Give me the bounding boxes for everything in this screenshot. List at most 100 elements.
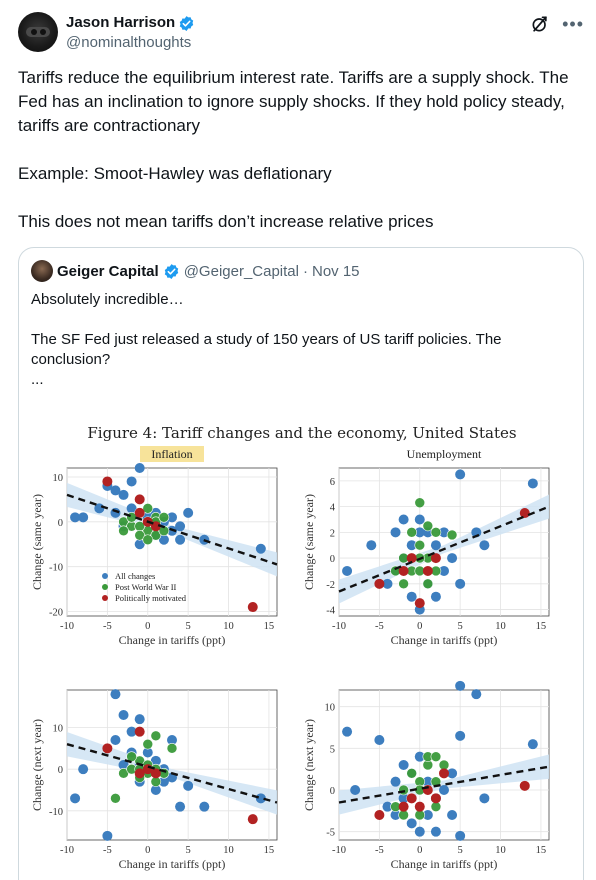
data-point-postwar <box>134 529 145 541</box>
quote-paragraph-3: ... <box>31 371 44 388</box>
y-tick-label: 0 <box>58 518 63 529</box>
x-tick-label: 15 <box>264 845 275 856</box>
data-point-all <box>199 801 210 812</box>
data-point-all <box>439 785 449 795</box>
data-point-all <box>447 553 458 564</box>
figure-title: Figure 4: Tariff changes and the economy… <box>87 424 517 442</box>
x-tick-label: 15 <box>536 845 547 856</box>
data-point-all <box>414 514 425 525</box>
data-point-political <box>150 521 161 532</box>
data-point-postwar <box>422 578 434 590</box>
data-point-political <box>398 565 409 576</box>
data-point-political <box>430 793 441 804</box>
y-axis-label: Change (same year) <box>302 494 316 590</box>
y-tick-label: -10 <box>49 563 63 574</box>
data-point-political <box>102 743 113 754</box>
y-tick-label: 10 <box>53 724 64 735</box>
data-point-all <box>118 489 129 500</box>
x-tick-label: 0 <box>417 845 422 856</box>
data-point-postwar <box>414 539 426 551</box>
data-point-political <box>398 801 409 812</box>
data-point-all <box>158 776 169 787</box>
data-point-all <box>430 826 441 837</box>
data-point-all <box>255 793 266 804</box>
data-point-political <box>247 602 258 613</box>
legend-marker <box>102 584 108 590</box>
data-point-political <box>406 793 417 804</box>
y-tick-label: 2 <box>330 528 335 539</box>
data-point-political <box>430 553 441 564</box>
data-point-all <box>70 512 81 523</box>
x-tick-label: -10 <box>60 621 74 632</box>
data-point-political <box>150 768 161 779</box>
x-tick-label: -10 <box>60 845 74 856</box>
data-point-postwar <box>414 497 426 509</box>
data-point-postwar <box>158 512 170 523</box>
data-point-postwar <box>118 525 129 537</box>
quoted-tweet[interactable]: Geiger Capital @Geiger_Capital · Nov 15 … <box>18 247 584 880</box>
data-point-all <box>430 540 441 551</box>
x-tick-label: 10 <box>495 845 506 856</box>
y-tick-label: -5 <box>326 828 335 839</box>
data-point-all <box>455 578 466 589</box>
legend-marker <box>102 595 108 601</box>
data-point-postwar <box>142 738 154 750</box>
author-handle[interactable]: @nominalthoughts <box>66 34 192 51</box>
y-tick-label: -10 <box>49 807 63 818</box>
data-point-all <box>183 780 194 791</box>
data-point-all <box>455 830 466 841</box>
x-tick-label: -5 <box>103 845 112 856</box>
y-axis-label: Change (next year) <box>302 719 316 811</box>
data-point-postwar <box>406 768 417 779</box>
y-tick-label: 4 <box>330 503 336 514</box>
figure-image[interactable]: Figure 4: Tariff changes and the economy… <box>19 390 583 880</box>
data-point-all <box>390 810 401 820</box>
data-point-all <box>150 785 161 795</box>
y-tick-label: 10 <box>325 703 336 714</box>
y-tick-label: 6 <box>330 477 335 488</box>
x-tick-label: 10 <box>223 621 234 632</box>
data-point-all <box>382 578 393 589</box>
y-tick-label: -2 <box>326 580 335 591</box>
author-names: Jason Harrison @nominalthoughts <box>66 13 195 53</box>
data-point-all <box>110 689 121 700</box>
data-point-all <box>455 469 466 480</box>
y-tick-label: 5 <box>330 744 335 755</box>
panel-title: Unemployment <box>407 447 482 461</box>
author-avatar[interactable] <box>18 12 58 52</box>
x-axis-label: Change in tariffs (ppt) <box>119 633 226 647</box>
data-point-political <box>134 726 145 737</box>
data-point-all <box>479 540 490 551</box>
legend-label: Politically motivated <box>115 593 187 603</box>
tweet-paragraph-1: Tariffs reduce the equilibrium interest … <box>18 68 569 135</box>
x-tick-label: 0 <box>417 621 422 632</box>
data-point-political <box>102 476 113 487</box>
data-point-all <box>414 527 425 538</box>
data-point-all <box>406 540 417 551</box>
more-icon[interactable]: ••• <box>562 14 584 34</box>
data-point-all <box>527 739 538 750</box>
data-point-all <box>175 801 186 812</box>
data-point-political <box>414 598 425 609</box>
quote-author-handle: @Geiger_Capital <box>183 262 299 280</box>
data-point-all <box>126 476 137 487</box>
fit-line <box>66 493 278 566</box>
verified-badge-icon <box>179 15 194 31</box>
data-point-all <box>134 463 145 473</box>
data-point-political <box>519 780 530 791</box>
quote-date: Nov 15 <box>312 262 360 280</box>
author-name-row[interactable]: Jason Harrison <box>66 13 195 33</box>
data-point-postwar <box>166 743 178 754</box>
data-point-all <box>447 768 458 779</box>
x-tick-label: 0 <box>145 621 150 632</box>
data-point-all <box>422 810 433 820</box>
grok-icon[interactable] <box>530 14 550 34</box>
data-point-all <box>471 689 482 700</box>
quote-avatar <box>31 260 53 282</box>
tweet-header: Jason Harrison @nominalthoughts ••• <box>18 12 584 56</box>
quote-paragraph-1: Absolutely incredible… <box>31 291 184 308</box>
data-point-all <box>382 801 393 812</box>
quote-separator: · <box>303 262 308 280</box>
author-name[interactable]: Jason Harrison <box>66 14 176 31</box>
